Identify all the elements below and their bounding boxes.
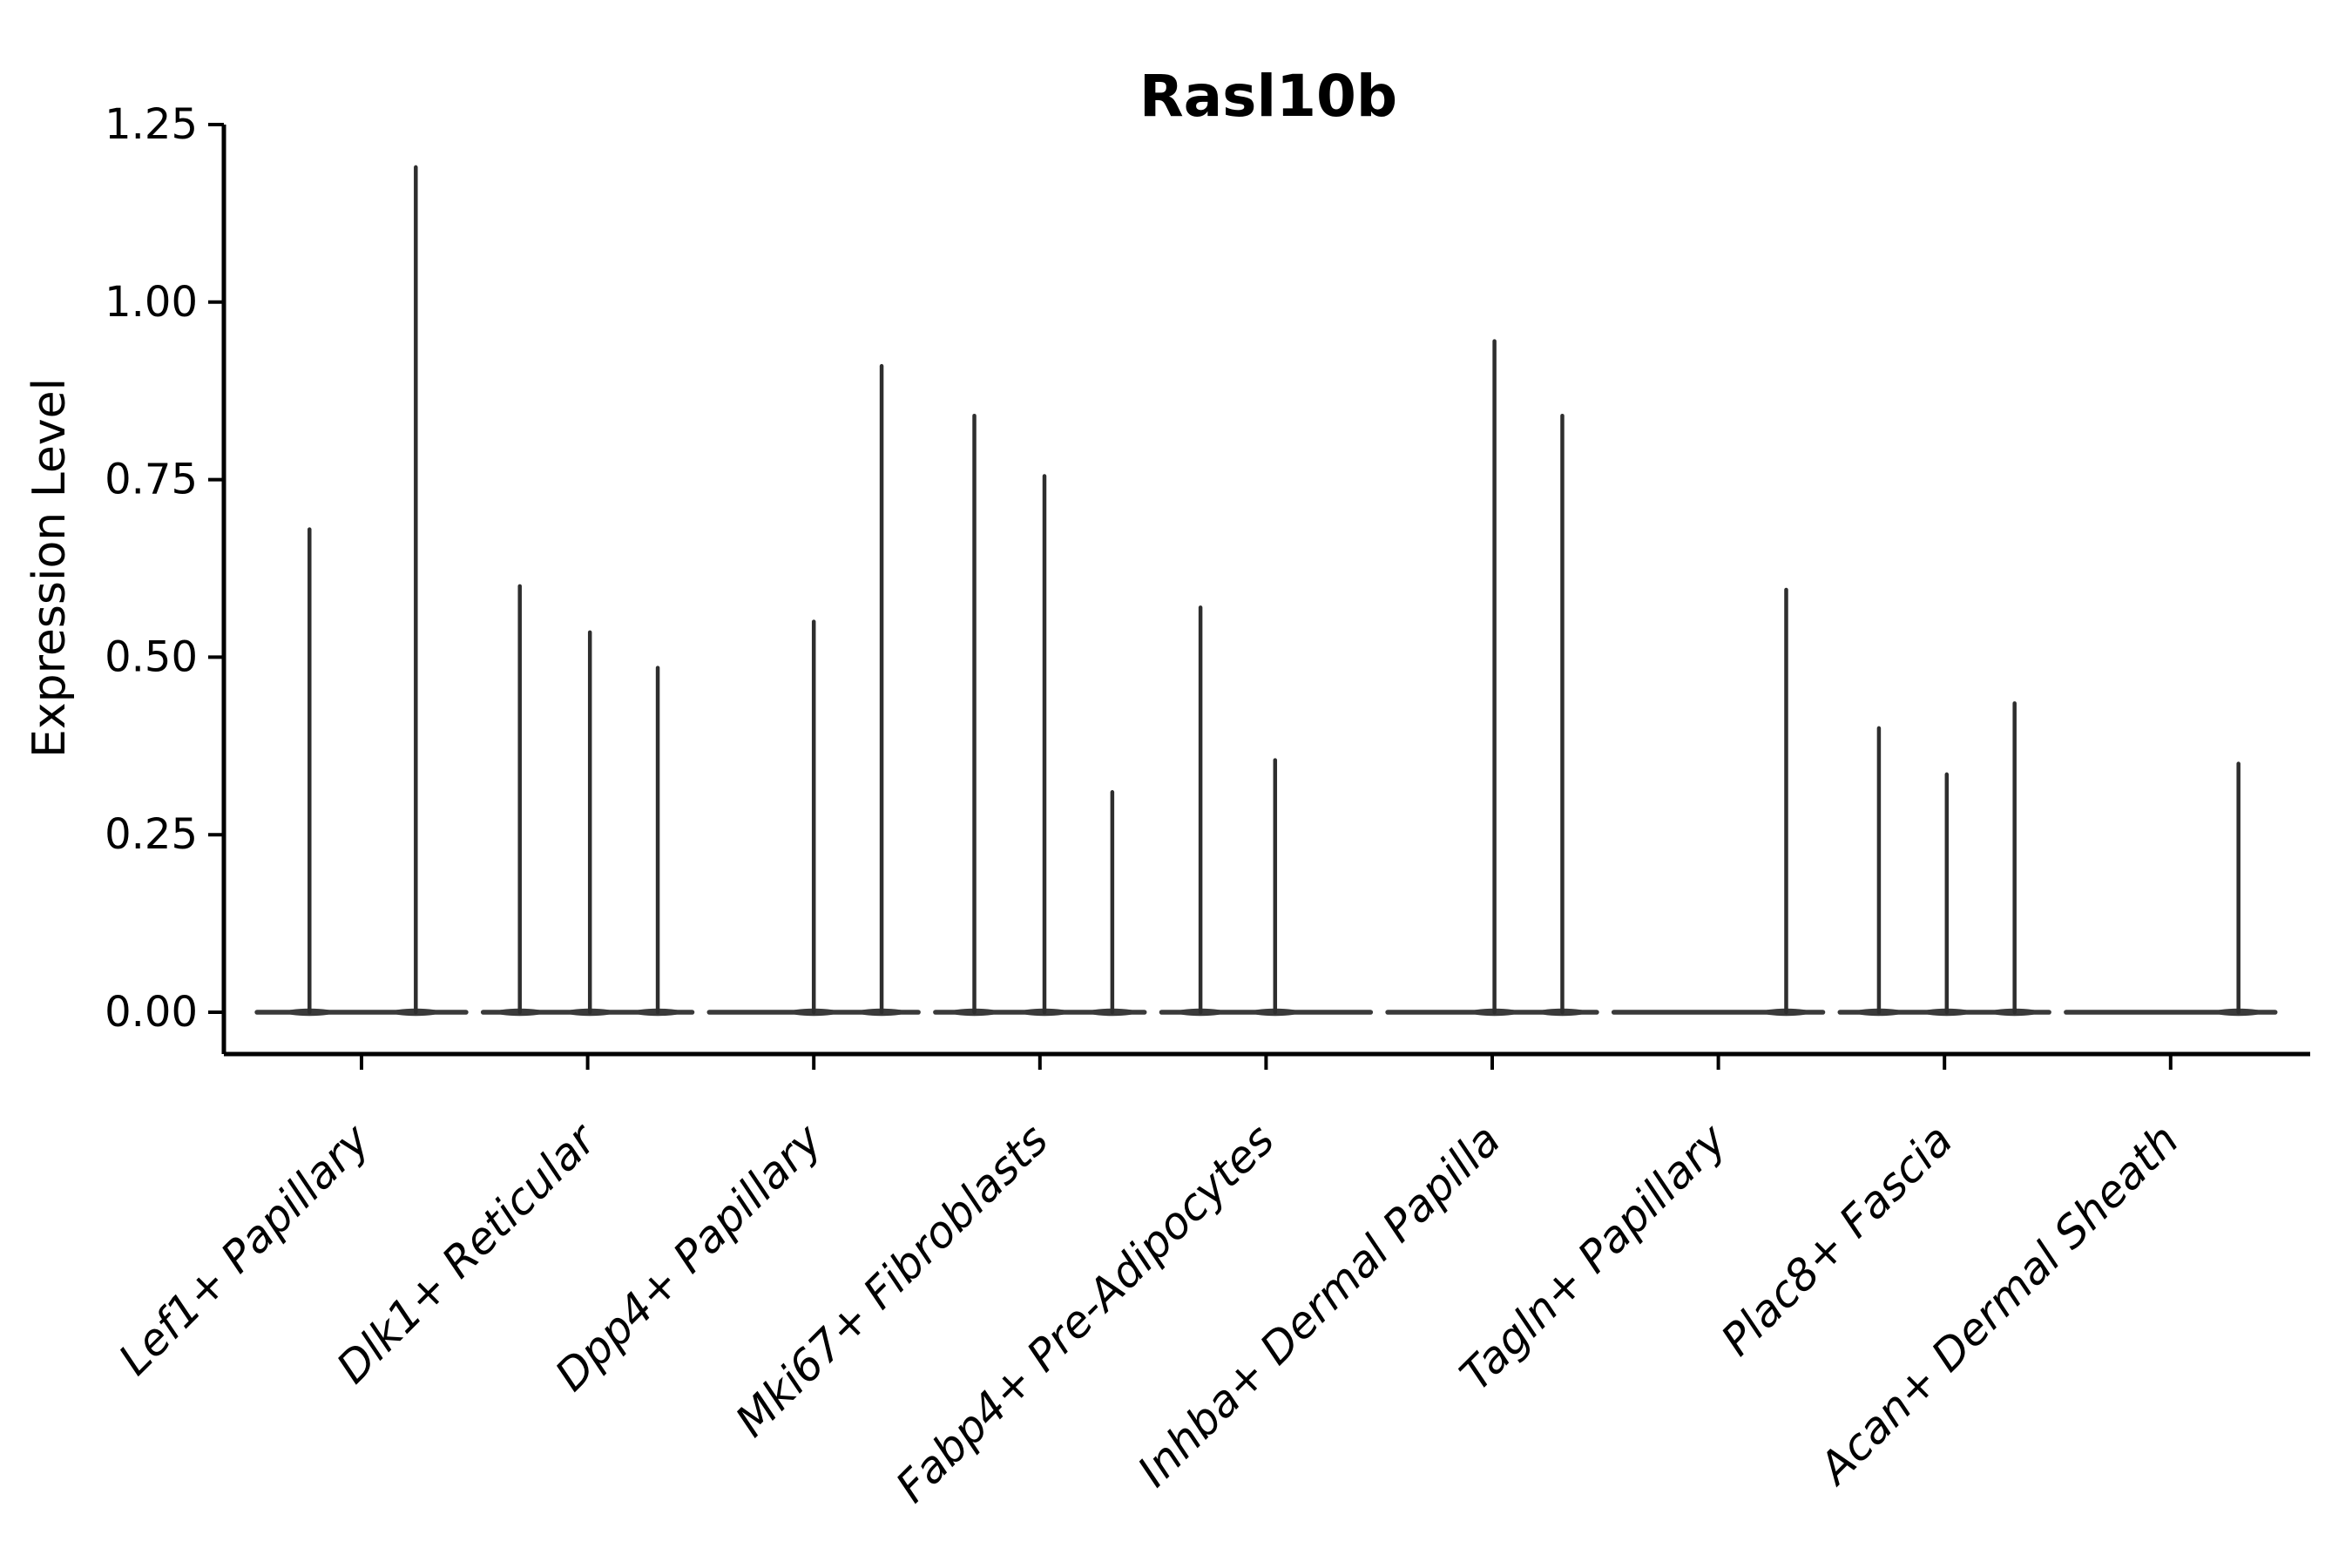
y-tick-label: 1.25 bbox=[105, 100, 198, 149]
y-tick-label: 0.25 bbox=[105, 810, 198, 859]
x-tick-label: Acan+ Dermal Sheath bbox=[1808, 1114, 2188, 1495]
y-tick-label: 0.75 bbox=[105, 456, 198, 504]
x-tick-label: Fabp4+ Pre-Adipocytes bbox=[886, 1114, 1284, 1512]
y-tick-label: 0.50 bbox=[105, 632, 198, 681]
x-tick-label: Plac8+ Fascia bbox=[1712, 1114, 1963, 1365]
y-tick-label: 0.00 bbox=[105, 988, 198, 1037]
chart-title: Rasl10b bbox=[1139, 63, 1398, 130]
y-axis-label-text: Expression Level bbox=[24, 377, 76, 759]
y-tick-label: 1.00 bbox=[105, 278, 198, 327]
x-tick-label: Inhba+ Dermal Papilla bbox=[1128, 1114, 1510, 1496]
